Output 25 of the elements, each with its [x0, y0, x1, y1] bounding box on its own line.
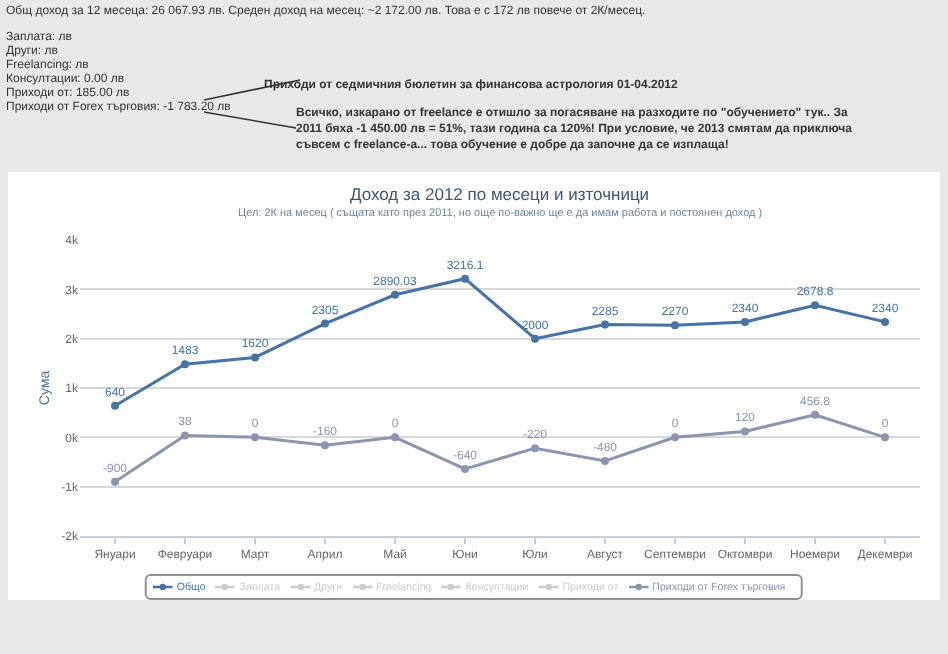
point	[181, 360, 189, 369]
point	[671, 433, 679, 442]
point	[601, 457, 609, 466]
point	[811, 410, 819, 419]
chart-title: Доход за 2012 по месеци и източници	[350, 184, 650, 204]
point	[251, 433, 259, 442]
point	[251, 353, 259, 362]
point	[671, 321, 679, 330]
point	[881, 317, 889, 326]
point	[111, 477, 119, 486]
point	[741, 317, 749, 326]
point	[461, 274, 469, 283]
point	[531, 444, 539, 453]
point	[881, 433, 889, 442]
point	[741, 427, 749, 436]
point	[391, 433, 399, 442]
point	[181, 431, 189, 440]
point	[811, 301, 819, 310]
point	[461, 464, 469, 473]
point	[321, 319, 329, 328]
point	[321, 441, 329, 450]
point	[531, 334, 539, 343]
point	[601, 320, 609, 329]
point	[391, 290, 399, 299]
point	[111, 401, 119, 410]
